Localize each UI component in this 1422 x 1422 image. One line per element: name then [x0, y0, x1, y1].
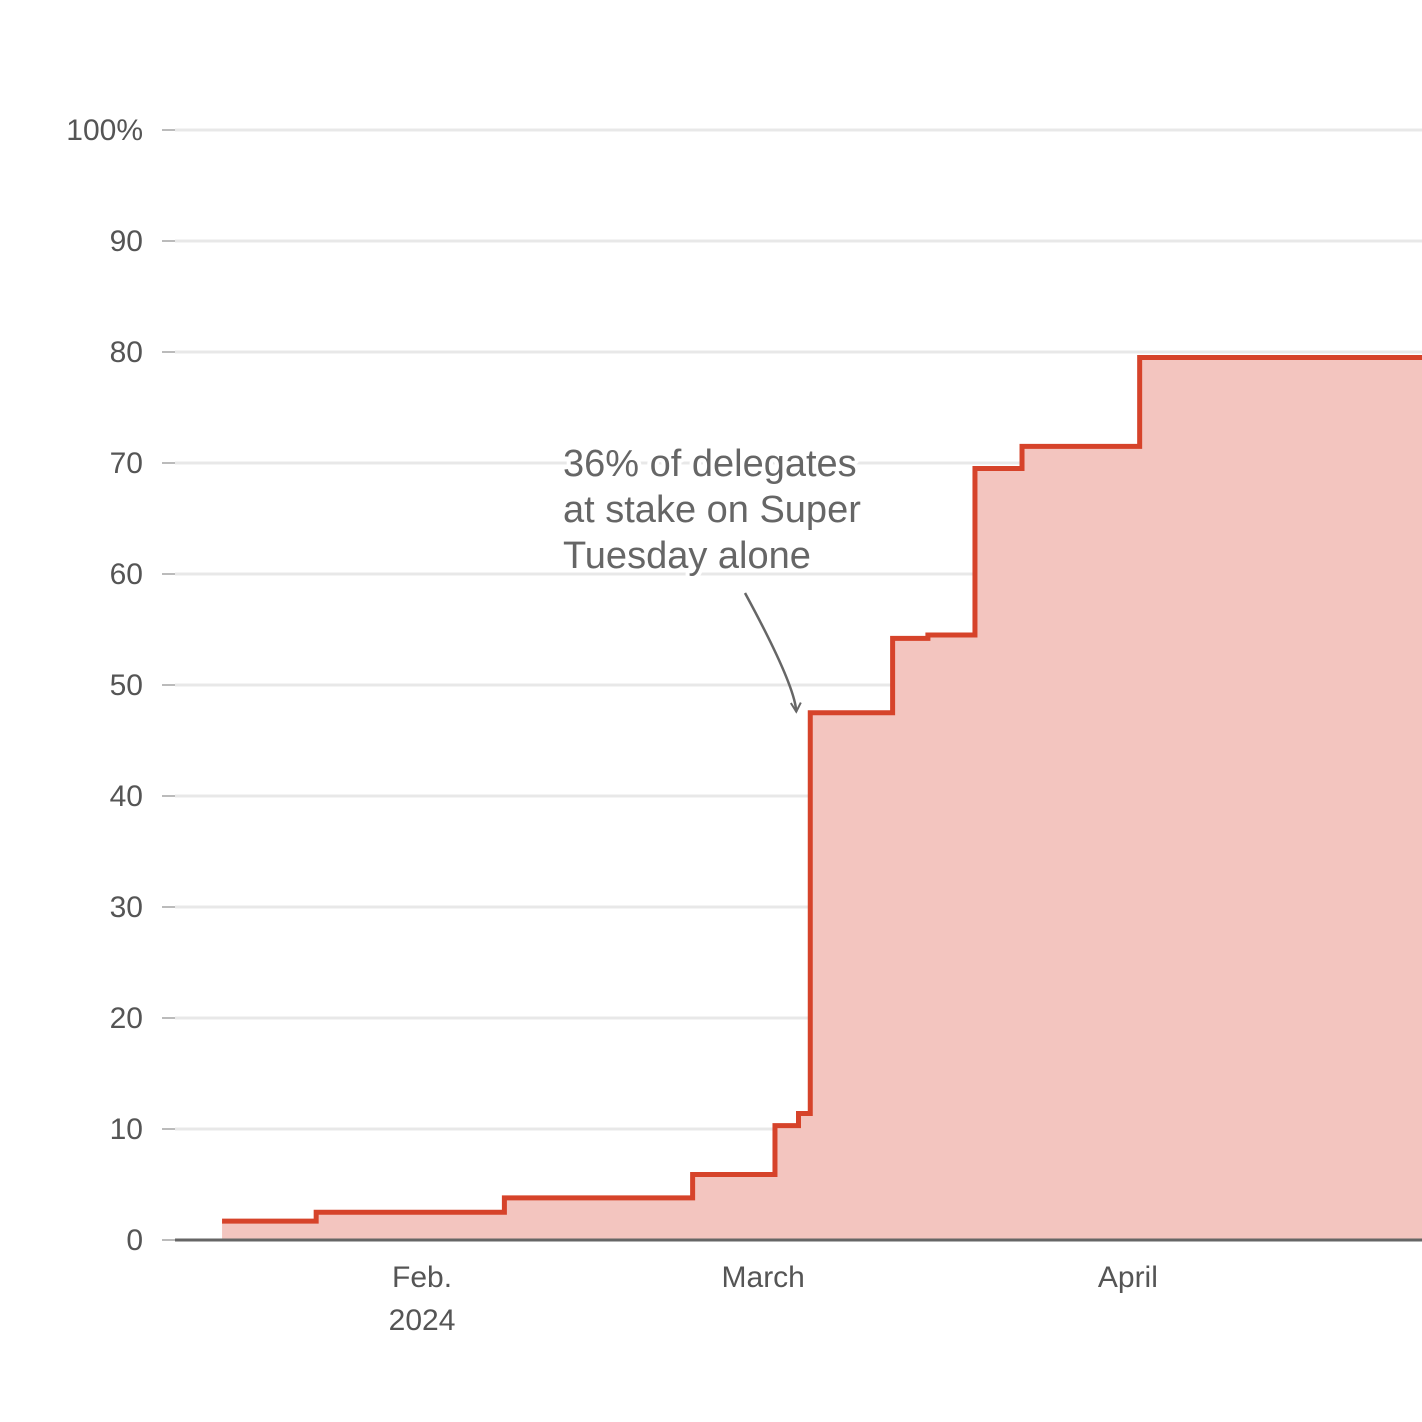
x-tick-label: April — [1098, 1261, 1158, 1294]
y-tick-label: 30 — [110, 891, 143, 924]
y-tick-label: 10 — [110, 1113, 143, 1146]
gridlines — [175, 128, 1422, 1131]
x-tick-label: March — [722, 1261, 805, 1294]
annotation-text: 36% of delegates — [563, 443, 857, 485]
y-tick-label: 80 — [110, 336, 143, 369]
series-line — [222, 355, 1422, 1224]
y-tick-label: 100% — [66, 114, 143, 147]
y-tick-label: 0 — [126, 1224, 143, 1257]
series-area — [222, 357, 1422, 1240]
annotation-text-halo: 36% of delegates — [563, 443, 857, 485]
annotation-text-halo: at stake on Super — [563, 489, 861, 531]
y-tick-label: 50 — [110, 669, 143, 702]
y-tick-label: 40 — [110, 780, 143, 813]
area-fill-layer — [222, 357, 1422, 1240]
x-tick-label: Feb. — [392, 1261, 452, 1294]
x-tick-sublabel: 2024 — [389, 1304, 456, 1337]
y-tick-label: 60 — [110, 558, 143, 591]
axes — [162, 129, 1422, 1242]
y-tick-label: 70 — [110, 447, 143, 480]
annotation-text: at stake on Super — [563, 489, 861, 531]
annotation-text-halo: Tuesday alone — [563, 535, 811, 577]
y-tick-label: 20 — [110, 1002, 143, 1035]
series-line-layer — [222, 355, 1422, 1224]
tick-labels: 0 10 20 30 40 50 60 70 80 90 100% Feb. 2024 March Apri… — [66, 114, 1158, 1337]
y-tick-label: 90 — [110, 225, 143, 258]
annotation-text: Tuesday alone — [563, 535, 811, 577]
annotation-arrow — [743, 592, 796, 712]
